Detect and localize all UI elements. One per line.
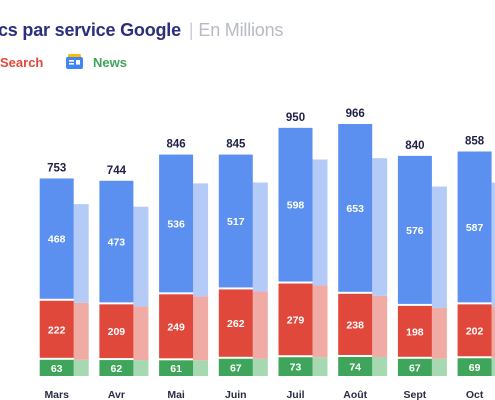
data-label: 262 [227,318,245,330]
total-label: 840 [405,140,424,152]
light-bar-segment [73,359,89,376]
bar-segment [338,123,373,292]
light-bar-segment [312,159,328,286]
light-bar-segment [372,158,388,296]
data-label: 238 [346,319,364,331]
light-bar-segment [372,295,388,357]
data-label: 536 [167,218,185,230]
bar-segment [278,127,313,282]
data-label: 249 [167,321,185,333]
data-label: 62 [111,363,123,375]
data-label: 517 [227,216,245,228]
total-label: 845 [226,139,246,151]
bar-segment [159,154,194,293]
category-label: Août [343,389,367,400]
bar-segment [338,293,373,355]
total-label: 950 [286,112,305,124]
data-label: 73 [290,362,302,374]
total-label: 744 [107,165,127,177]
bar-segment [397,155,432,304]
light-bar-segment [312,285,328,358]
data-label: 653 [346,203,364,215]
legend-item-news: News [93,55,127,70]
light-bar-segment [431,358,447,376]
category-label: Juin [225,389,247,400]
data-label: 74 [349,361,361,373]
legend-label-search: Search [0,55,44,70]
light-bar-segment [133,206,149,307]
bar-segment [99,180,134,303]
light-bar-segment [372,356,388,376]
light-bar-segment [431,307,447,359]
total-label: 846 [167,139,186,151]
total-label: 753 [47,162,66,174]
category-label: Sept [404,389,427,400]
data-label: 202 [466,325,484,337]
light-bar-segment [252,291,268,359]
data-label: 198 [406,326,424,338]
category-label: Oct [466,389,484,400]
bar-segment [457,358,492,376]
data-label: 473 [108,237,126,249]
data-label: 61 [170,363,182,375]
data-label: 222 [48,324,66,336]
data-label: 67 [230,362,242,374]
bar-segment [99,304,134,359]
bar-segment [39,359,74,376]
light-bar-segment [133,306,149,361]
data-label: 598 [287,200,305,212]
bar-segment [457,304,492,357]
bar-segment [218,154,253,288]
legend-label-news: News [93,55,127,70]
light-bar-segment [133,360,149,376]
category-label: Juil [286,389,304,400]
bar-segment [159,294,194,359]
light-bar-segment [252,182,268,292]
category-label: Mars [44,389,69,400]
data-label: 587 [466,222,484,234]
data-label: 209 [108,326,126,338]
bar-segment [39,300,74,358]
light-bar-segment [73,204,89,303]
bar-segment [457,151,492,303]
bar-segment [397,358,432,376]
light-bar-segment [491,306,495,359]
total-label: 858 [465,135,485,147]
chart-title: cs par service Google | En Millions [0,20,283,41]
google-news-icon [66,53,83,70]
light-bar-segment [193,183,209,297]
bar-segment [397,305,432,357]
light-bar-segment [312,357,328,376]
bar-segment [278,357,313,376]
bar-segment [39,178,74,299]
bar-segment [218,289,253,357]
light-bar-segment [73,302,89,360]
bar-segment [278,283,313,356]
light-bar-segment [491,182,495,307]
data-label: 63 [51,363,63,375]
category-label: Avr [108,389,125,400]
bar-segment [338,356,373,376]
bar-segment [99,360,134,376]
chart-title-text: cs par service Google [0,20,181,40]
legend-item-search: Search [0,55,43,70]
data-label: 69 [469,362,481,374]
legend: Search News [0,53,200,71]
bar-segment [159,360,194,376]
chart-subtitle: En Millions [198,20,284,40]
data-label: 279 [287,314,305,326]
data-label: 576 [406,225,424,237]
light-bar-segment [431,186,447,308]
light-bar-segment [193,360,209,376]
data-label: 468 [48,234,66,246]
light-bar-segment [491,358,495,376]
total-label: 966 [346,108,365,120]
light-bar-segment [252,358,268,376]
bar-segment [218,358,253,376]
light-bar-segment [193,296,209,361]
title-separator: | [188,20,194,40]
data-label: 67 [409,362,421,374]
category-label: Mai [167,389,185,400]
